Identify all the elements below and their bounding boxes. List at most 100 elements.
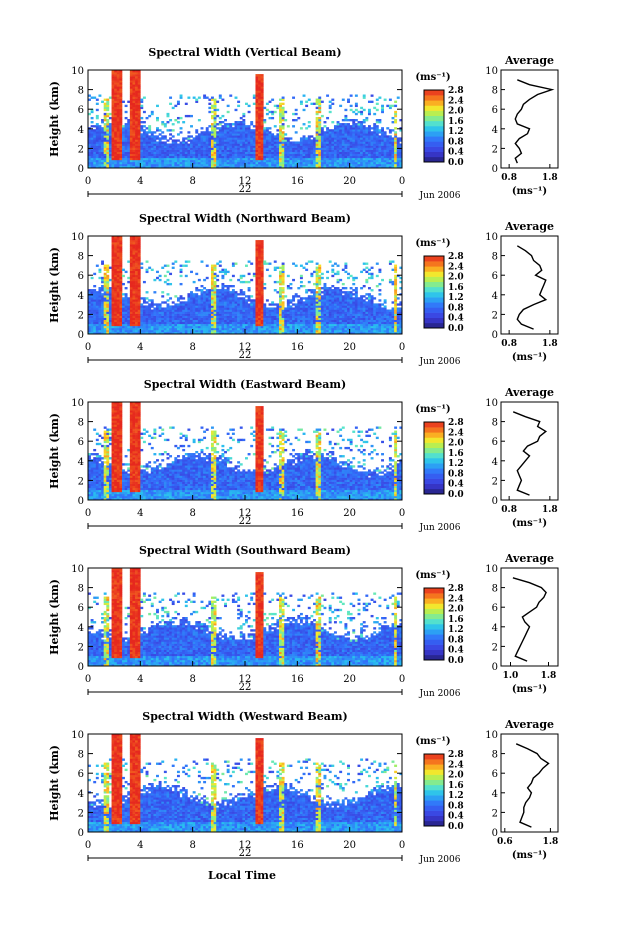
heatmap-cell: [279, 272, 282, 276]
heatmap-cell: [242, 129, 246, 132]
heatmap-cell: [305, 127, 309, 130]
heatmap-cell: [156, 155, 159, 159]
heatmap-cell: [294, 163, 298, 167]
heatmap-cell: [252, 321, 256, 325]
heatmap-cell: [260, 246, 264, 249]
heatmap-cell: [255, 116, 259, 120]
heatmap-cell: [203, 94, 207, 97]
heatmap-cell: [252, 125, 256, 128]
heatmap-cell: [187, 307, 191, 310]
heatmap-cell: [224, 157, 227, 161]
heatmap-cell: [349, 127, 353, 130]
heatmap-cell: [132, 145, 136, 148]
heatmap-cell: [174, 143, 178, 146]
heatmap-cell: [237, 151, 241, 155]
heatmap-cell: [103, 151, 107, 155]
heatmap-cell: [331, 133, 335, 136]
heatmap-cell: [255, 303, 259, 306]
colorbar-swatch: [424, 126, 444, 132]
heatmap-cell: [370, 94, 374, 97]
heatmap-cell: [210, 155, 214, 159]
heatmap-cell: [224, 307, 227, 310]
heatmap-cell: [114, 319, 118, 323]
heatmap-cell: [114, 270, 118, 274]
heatmap-cell: [171, 319, 175, 323]
heatmap-cell: [218, 301, 222, 304]
heatmap-cell: [135, 287, 139, 290]
heatmap-cell: [276, 147, 280, 150]
heatmap-cell: [111, 309, 115, 312]
heatmap-cell: [375, 121, 379, 124]
heatmap-cell: [226, 127, 230, 130]
heatmap-cell: [203, 331, 207, 335]
heatmap-cell: [108, 157, 112, 161]
heatmap-cell: [129, 108, 133, 112]
heatmap-cell: [163, 141, 167, 144]
heatmap-cell: [260, 94, 264, 97]
heatmap-cell: [294, 145, 298, 148]
heatmap-cell: [137, 80, 141, 83]
heatmap-cell: [310, 159, 314, 163]
heatmap-cell: [307, 98, 311, 101]
heatmap-cell: [98, 153, 102, 157]
heatmap-cell: [252, 165, 256, 169]
heatmap-cell: [182, 155, 186, 159]
heatmap-cell: [310, 141, 314, 144]
heatmap-cell: [239, 139, 243, 142]
heatmap-cell: [213, 272, 217, 276]
heatmap-cell: [276, 141, 280, 144]
heatmap-cell: [163, 145, 167, 148]
heatmap-cell: [116, 307, 120, 310]
heatmap-cell: [331, 135, 335, 138]
heatmap-cell: [258, 96, 261, 99]
heatmap-cell: [111, 276, 115, 280]
heatmap-cell: [307, 125, 311, 128]
heatmap-cell: [310, 151, 314, 155]
heatmap-cell: [179, 155, 183, 159]
heatmap-cell: [114, 112, 118, 116]
heatmap-cell: [106, 305, 110, 308]
heatmap-cell: [221, 274, 225, 278]
heatmap-cell: [375, 147, 379, 150]
profile-title: Average: [504, 54, 554, 67]
heatmap-cell: [234, 149, 238, 152]
heatmap-cell: [349, 155, 353, 159]
heatmap-cell: [124, 161, 128, 165]
heatmap-cell: [145, 331, 149, 335]
heatmap-cell: [255, 82, 259, 85]
heatmap-cell: [226, 157, 230, 161]
heatmap-cell: [299, 147, 303, 150]
heatmap-cell: [226, 323, 230, 327]
heatmap-cell: [135, 303, 139, 306]
heatmap-cell: [127, 143, 131, 146]
heatmap-cell: [116, 116, 120, 120]
heatmap-cell: [239, 147, 243, 150]
heatmap-cell: [111, 106, 115, 110]
heatmap-cell: [221, 319, 225, 323]
heatmap-cell: [124, 145, 128, 148]
heatmap-cell: [221, 127, 225, 130]
heatmap-cell: [116, 291, 120, 294]
heatmap-cell: [137, 108, 141, 112]
heatmap-cell: [114, 325, 118, 329]
heatmap-cell: [258, 299, 261, 302]
heatmap-cell: [234, 295, 238, 298]
heatmap-cell: [354, 131, 358, 134]
heatmap-cell: [237, 159, 241, 163]
heatmap-cell: [263, 165, 267, 169]
heatmap-cell: [182, 159, 186, 163]
heatmap-cell: [119, 325, 123, 329]
heatmap-cell: [255, 161, 259, 165]
heatmap-cell: [271, 315, 275, 318]
heatmap-cell: [197, 143, 201, 146]
heatmap-cell: [210, 161, 214, 165]
heatmap-cell: [273, 137, 277, 140]
heatmap-cell: [132, 242, 136, 245]
heatmap-cell: [197, 141, 201, 144]
heatmap-cell: [171, 151, 175, 155]
heatmap-cell: [218, 151, 222, 155]
heatmap-cell: [258, 268, 261, 272]
heatmap-cell: [279, 317, 282, 321]
heatmap-cell: [116, 104, 120, 108]
heatmap-cell: [242, 327, 246, 331]
